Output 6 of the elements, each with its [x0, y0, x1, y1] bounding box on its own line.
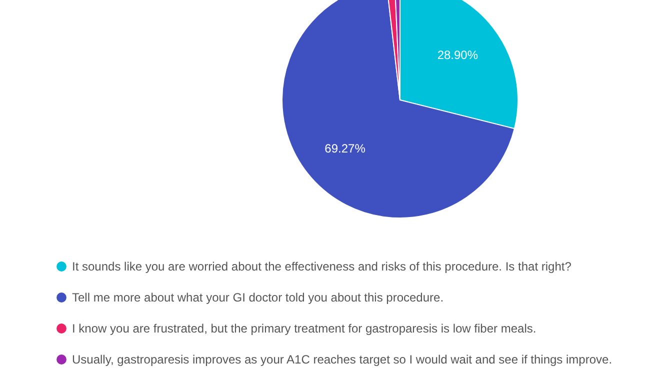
legend-label: Usually, gastroparesis improves as your A1C reaches target so I would wait and see if things improve. — [72, 352, 612, 366]
legend-label: I know you are frustrated, but the primary treatment for gastroparesis is low fiber meals. — [72, 322, 536, 336]
data-label: 69.27% — [324, 141, 366, 156]
legend-label: It sounds like you are worried about the effectiveness and risks of this procedure. Is that right? — [72, 260, 572, 274]
data-label: 28.90% — [437, 48, 478, 62]
legend-label: Tell me more about what your GI doctor told you about this procedure. — [72, 290, 444, 304]
